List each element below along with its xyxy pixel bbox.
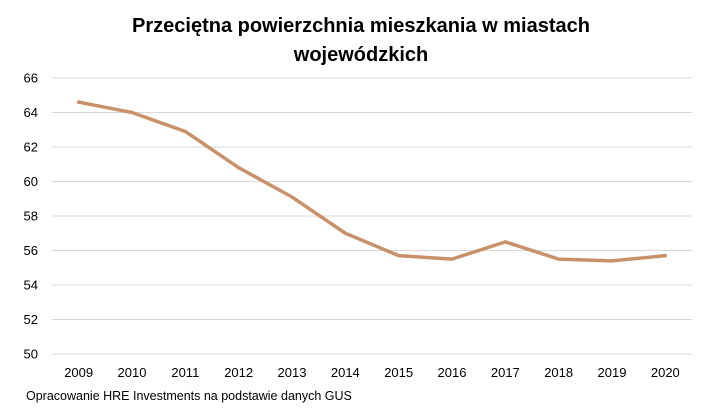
y-tick-label: 52 <box>24 312 38 327</box>
x-tick-label: 2009 <box>64 365 93 380</box>
data-point <box>290 195 294 199</box>
chart-title-line-1: Przeciętna powierzchnia mieszkania w mia… <box>132 15 590 37</box>
data-point <box>183 129 187 134</box>
y-tick-label: 54 <box>24 278 38 293</box>
y-tick-label: 56 <box>24 243 38 258</box>
data-point <box>77 100 81 104</box>
data-point <box>503 240 507 244</box>
x-tick-label: 2020 <box>651 365 680 380</box>
gridlines <box>52 77 692 355</box>
y-tick-label: 58 <box>24 209 38 224</box>
x-tick-label: 2010 <box>118 365 147 380</box>
data-point <box>557 257 561 261</box>
y-tick-label: 64 <box>24 105 38 120</box>
source-note: Opracowanie HRE Investments na podstawie… <box>26 389 352 403</box>
chart-title-line-2: wojewódzkich <box>293 44 428 66</box>
x-tick-label: 2012 <box>224 365 253 380</box>
x-tick-label: 2019 <box>598 365 627 380</box>
x-axis-ticks: 2009 2010 2011 2012 2013 2014 2015 2016 2017 2018… <box>64 365 680 380</box>
y-tick-label: 66 <box>24 71 38 86</box>
x-tick-label: 2016 <box>438 365 467 380</box>
data-point <box>237 166 241 170</box>
y-tick-label: 50 <box>24 347 38 362</box>
x-tick-label: 2017 <box>491 365 520 380</box>
x-tick-label: 2011 <box>171 365 199 380</box>
x-tick-label: 2015 <box>384 365 413 380</box>
y-tick-label: 62 <box>24 140 38 155</box>
data-point <box>610 259 614 263</box>
series-line <box>76 100 668 263</box>
x-tick-label: 2018 <box>544 365 573 380</box>
y-tick-label: 60 <box>24 174 38 189</box>
x-tick-label: 2013 <box>278 365 307 380</box>
data-point <box>450 257 454 261</box>
y-axis-ticks: 50 52 54 56 58 60 62 64 66 <box>24 71 38 362</box>
data-point <box>663 254 667 258</box>
data-point <box>397 254 401 258</box>
data-point <box>130 110 134 115</box>
x-tick-label: 2014 <box>331 365 360 380</box>
series-layer <box>76 100 668 263</box>
data-point <box>343 231 347 235</box>
